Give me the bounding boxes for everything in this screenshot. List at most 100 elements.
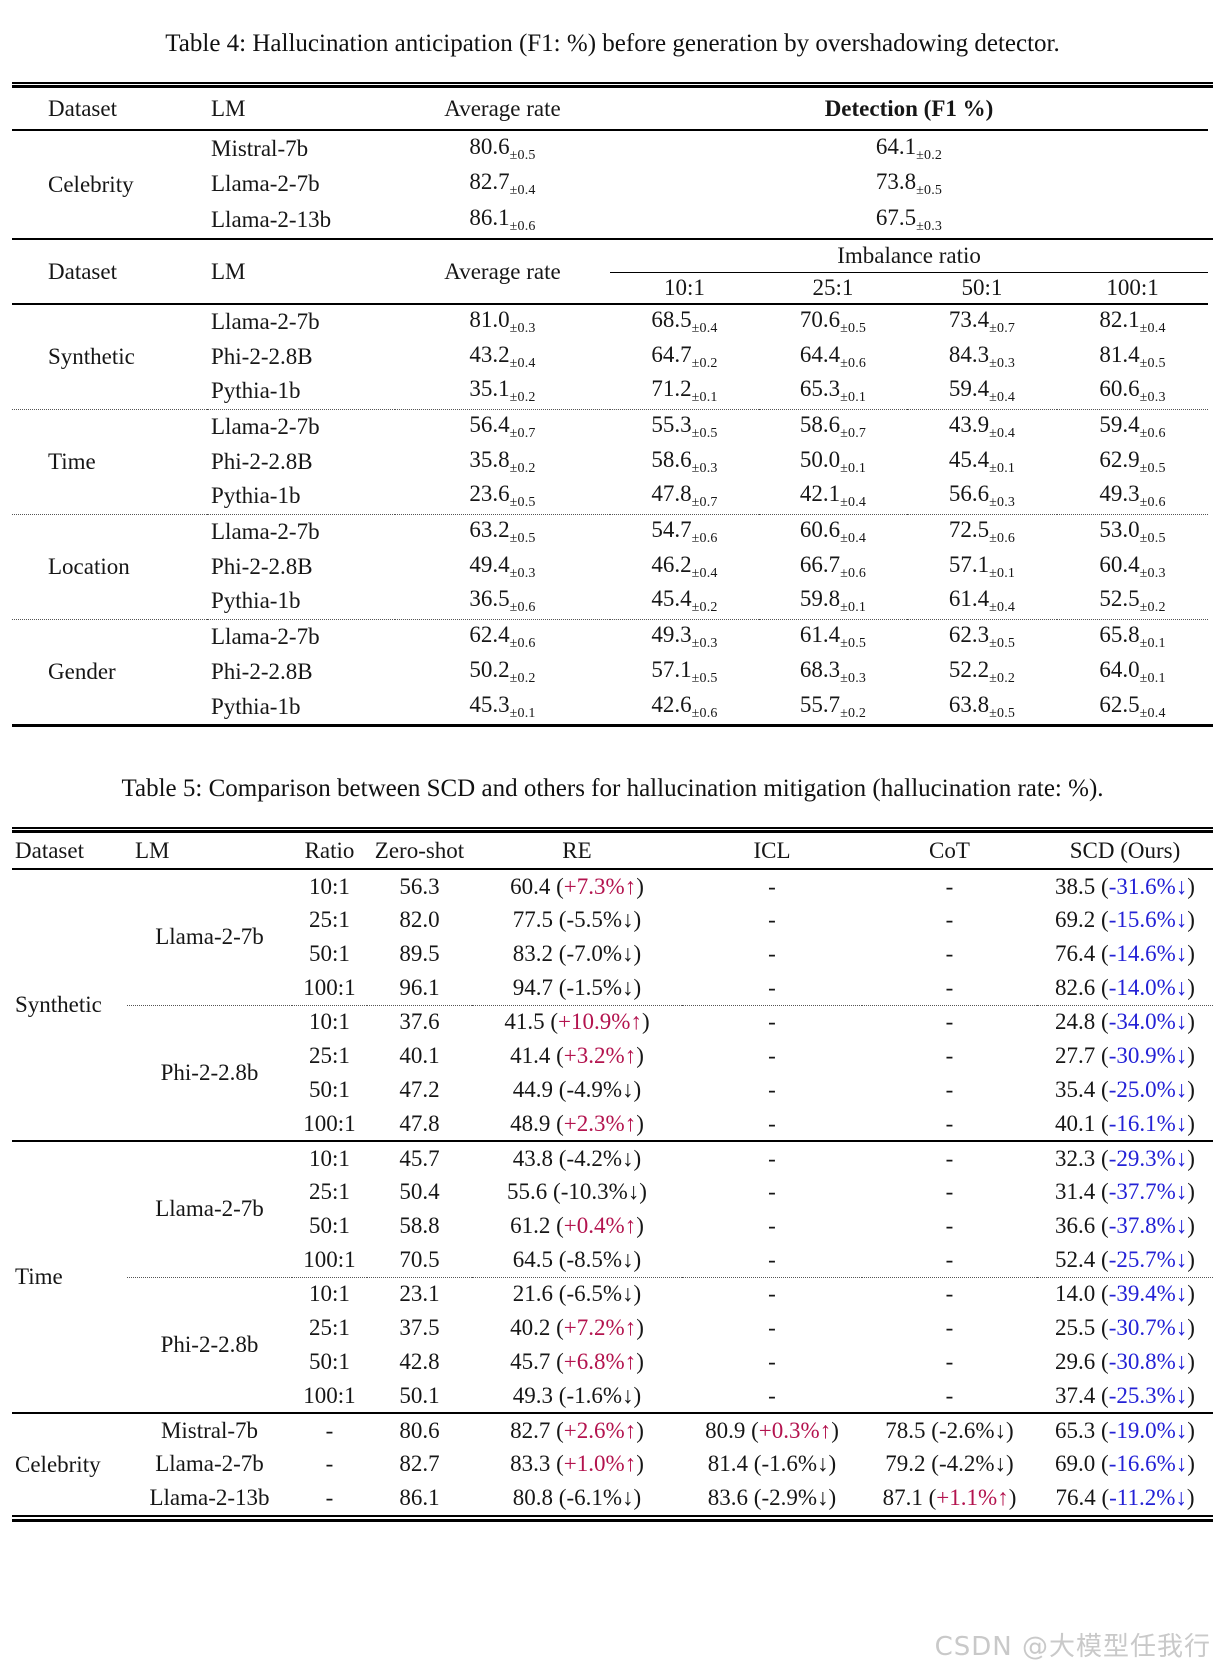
re-value: 40.2 (+7.2%↑) [510, 1315, 644, 1340]
column-header-re: RE [472, 833, 682, 870]
value: 72.5 [948, 516, 990, 542]
re-value: 94.7 (-1.5%↓) [512, 974, 642, 1000]
ratio-value: 25:1 [309, 907, 350, 932]
table-row: Synthetic Llama-2-7b 81.0±0.3 68.5±0.4 70.6±… [12, 304, 1208, 369]
value: 65.8 [1099, 621, 1140, 647]
table5-header-row: Dataset LM Ratio Zero-shot RE ICL CoT SC… [12, 833, 1213, 870]
avg-rate-value: 80.6±0.5 [395, 130, 610, 166]
table4-part2-header-row1: Dataset LM Average rate Imbalance ratio [12, 240, 1209, 305]
std-error: ±0.3 [509, 321, 536, 336]
ratio-f1-value: 64.7±0.2 [610, 339, 759, 374]
avg-rate-value: 23.6±0.5 [395, 479, 610, 514]
change-value: -37.8%↓ [1108, 1213, 1188, 1238]
scd-value: 69.2 (-15.6%↓) [1055, 907, 1195, 932]
lm-label: Llama-2-7b [207, 513, 395, 549]
detection-value: 67.5±0.3 [610, 202, 1208, 238]
avg-rate-value: 36.5±0.6 [395, 584, 610, 619]
change-value: -14.6%↓ [1108, 941, 1188, 966]
ratio-f1-value: 61.4±0.5 [759, 618, 907, 654]
cot-value: - [862, 1039, 1037, 1073]
re-value: 55.6 (-10.3%↓) [507, 1179, 647, 1204]
ratio-f1-value: 52.2±0.2 [907, 654, 1057, 689]
scd-value: 27.7 (-30.9%↓) [1055, 1043, 1195, 1068]
value: 57.1 [948, 551, 990, 577]
icl-value: 81.4 (-1.6%↓) [707, 1451, 837, 1476]
value: 83.6 [707, 1485, 749, 1510]
change-value: +10.9%↑ [558, 1009, 642, 1035]
ratio-f1-value: 66.7±0.6 [759, 549, 907, 584]
dash: - [945, 1382, 954, 1408]
value: 70.6 [799, 307, 841, 332]
ratio-f1-value: 59.4±0.6 [1057, 408, 1209, 444]
zero-shot-value: 70.5 [399, 1246, 440, 1272]
icl-value: - [682, 937, 862, 971]
value: 36.5 [469, 586, 510, 612]
avg-rate-value: 63.2±0.5 [395, 513, 610, 549]
change-value: -4.2%↓ [938, 1451, 1007, 1476]
change-value: -15.6%↓ [1108, 907, 1188, 932]
icl-value: - [682, 1004, 862, 1039]
dash: - [945, 1179, 954, 1204]
std-error: ±0.6 [509, 635, 536, 651]
cot-value: - [862, 1276, 1037, 1311]
column-header-cot: CoT [862, 833, 1037, 870]
change-value: +7.3%↑ [563, 873, 637, 899]
value: 82.6 [1055, 974, 1096, 1000]
cot-value: - [862, 971, 1037, 1005]
scd-value: 65.3 (-19.0%↓) [1037, 1412, 1213, 1447]
value: 43.2 [469, 341, 510, 367]
lm-label: Llama-2-7b [211, 309, 320, 334]
avg-rate-value: 43.2±0.4 [395, 339, 610, 374]
re-value: 48.9 (+2.3%↑) [510, 1110, 644, 1136]
value: 56.6 [948, 481, 990, 507]
ratio-f1-value: 62.5±0.4 [1057, 689, 1208, 724]
value: 78.5 [885, 1417, 926, 1443]
value: 35.4 [1055, 1077, 1096, 1102]
change-value: -1.6%↓ [566, 1382, 634, 1408]
dash: - [945, 873, 954, 899]
ratio-f1-value: 57.1±0.5 [610, 654, 759, 689]
value: 25.5 [1055, 1315, 1096, 1340]
std-error: ±0.6 [989, 530, 1016, 546]
std-error: ±0.2 [691, 600, 718, 616]
ratio-f1-value: 60.6±0.3 [1057, 374, 1208, 409]
cot-value: - [862, 1209, 1037, 1243]
value: 21.6 [512, 1281, 554, 1307]
icl-value: - [682, 903, 862, 937]
std-error: ±0.7 [840, 425, 867, 441]
column-header-ratio-50-1: 50:1 [907, 272, 1057, 305]
table-row: Llama-2-7b - 82.7 83.3 (+1.0%↑) 81.4 (-1.6%↓… [12, 1447, 1213, 1481]
icl-value: - [682, 1243, 862, 1277]
zero-shot-value: 50.4 [399, 1179, 440, 1204]
value: 23.6 [469, 481, 510, 507]
std-error: ±0.3 [1139, 390, 1166, 406]
column-header-scd-ours: SCD (Ours) [1037, 833, 1213, 870]
change-value: +7.2%↑ [563, 1315, 637, 1340]
dash: - [768, 1349, 776, 1374]
table-row: 100:1 50.1 49.3 (-1.6%↓) - - 37.4 (-25.3%↓) [12, 1379, 1213, 1413]
column-header-icl: ICL [682, 833, 862, 870]
table4-part2: Dataset LM Average rate Imbalance ratio … [12, 240, 1209, 724]
scd-value: 76.4 (-11.2%↓) [1055, 1485, 1195, 1510]
std-error: ±0.1 [1139, 670, 1166, 686]
zero-shot-value: 45.7 [367, 1140, 472, 1175]
value: 55.3 [651, 411, 692, 437]
ratio-f1-value: 62.9±0.5 [1057, 444, 1208, 479]
std-error: ±0.5 [1139, 530, 1166, 546]
lm-label: Pythia-1b [211, 693, 301, 719]
std-error: ±0.6 [1139, 425, 1166, 441]
ratio-f1-value: 54.7±0.6 [610, 513, 759, 549]
ratio-f1-value: 64.4±0.6 [759, 339, 907, 374]
ratio-value: 10:1 [292, 1276, 367, 1311]
avg-rate-value: 45.3±0.1 [395, 689, 610, 724]
change-value: +1.1%↑ [936, 1485, 1009, 1510]
icl-value: - [682, 1039, 862, 1073]
value: 36.6 [1055, 1213, 1096, 1238]
ratio-f1-value: 84.3±0.3 [907, 339, 1057, 374]
icl-value: - [682, 971, 862, 1005]
dataset-label: Time [12, 408, 207, 514]
value: 79.2 [885, 1451, 926, 1476]
std-error: ±0.6 [691, 530, 718, 546]
table-row: Phi-2-2.8B 35.8±0.2 58.6±0.3 50.0±0.1 45.4±0… [12, 444, 1208, 479]
dash: - [768, 873, 776, 899]
